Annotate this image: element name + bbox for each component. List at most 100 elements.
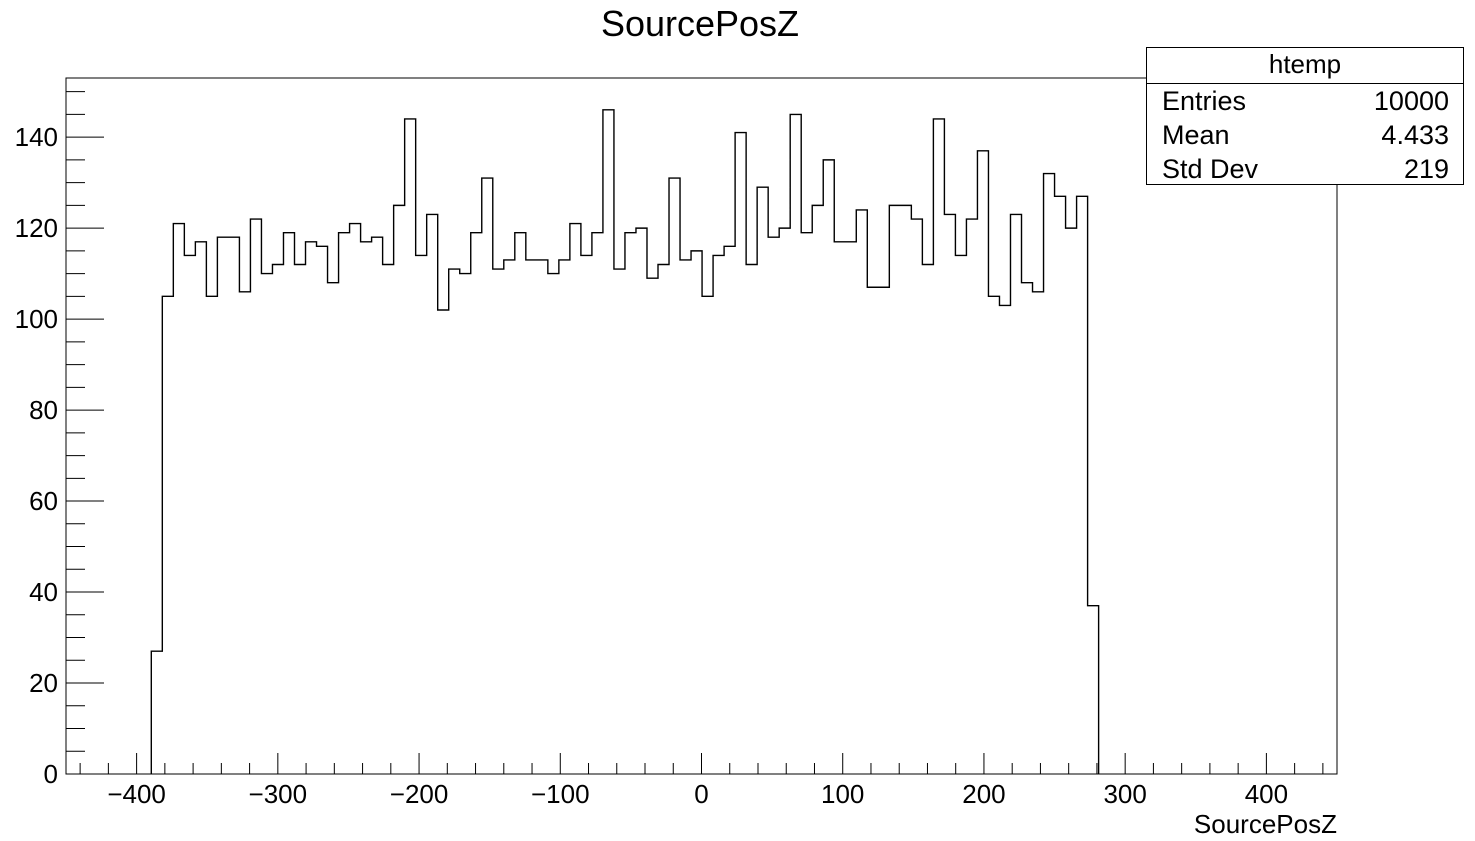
histogram-bin [966, 219, 977, 774]
stats-label: Std Dev [1162, 154, 1259, 184]
histogram-bin [372, 237, 383, 774]
stats-label: Mean [1162, 120, 1230, 150]
histogram-bin [559, 260, 570, 774]
x-tick-label: −200 [390, 779, 449, 809]
histogram-bin [317, 246, 328, 774]
histogram-bin [988, 296, 999, 774]
histogram-bin [460, 274, 471, 774]
stats-value: 219 [1403, 154, 1449, 184]
histogram-bin [206, 296, 217, 774]
histogram-bin [184, 255, 195, 774]
stats-row-entries: Entries 10000 [1162, 84, 1449, 118]
histogram-bin [779, 228, 790, 774]
histogram-bin [482, 178, 493, 774]
x-tick-label: 400 [1245, 779, 1288, 809]
histogram-bin [504, 260, 515, 774]
histogram-bin [471, 233, 482, 774]
histogram-bin [526, 260, 537, 774]
histogram-bin [228, 237, 239, 774]
histogram-bin [306, 242, 317, 774]
histogram-bin [999, 305, 1010, 774]
histogram-bin [394, 205, 405, 774]
histogram-bin [173, 224, 184, 774]
histogram-bin [1022, 283, 1033, 774]
histogram-bin [757, 187, 768, 774]
histogram-bin [867, 287, 878, 774]
stats-row-stddev: Std Dev 219 [1162, 152, 1449, 186]
histogram-bin [350, 224, 361, 774]
y-tick-label: 140 [15, 122, 58, 152]
histogram-bin [801, 233, 812, 774]
histogram-bin [195, 242, 206, 774]
histogram-bin [922, 265, 933, 774]
histogram-bin [1077, 196, 1088, 774]
histogram-bin [823, 160, 834, 774]
histogram-bin [328, 283, 339, 774]
histogram-bin [746, 265, 757, 774]
y-tick-label: 20 [29, 668, 58, 698]
stats-value: 10000 [1373, 86, 1449, 116]
histogram-bin [1044, 174, 1055, 774]
x-tick-label: 200 [962, 779, 1005, 809]
histogram-bin [250, 219, 261, 774]
histogram-bin [217, 237, 228, 774]
histogram-bin [603, 110, 614, 774]
histogram-bin [515, 233, 526, 774]
histogram-bin [977, 151, 988, 774]
histogram-bin [1033, 292, 1044, 774]
histogram-bin [625, 233, 636, 774]
histogram-bin [537, 260, 548, 774]
chart-title: SourcePosZ [601, 3, 799, 44]
y-tick-label: 80 [29, 395, 58, 425]
x-tick-label: 300 [1103, 779, 1146, 809]
histogram-bin [834, 242, 845, 774]
stats-box: htemp Entries 10000 Mean 4.433 Std Dev 2… [1146, 47, 1464, 185]
histogram-bin [636, 228, 647, 774]
histogram-bin [272, 265, 283, 774]
histogram-bin [955, 255, 966, 774]
histogram-bin [812, 205, 823, 774]
histogram-bin [614, 269, 625, 774]
y-tick-label: 0 [44, 759, 58, 789]
histogram-bin [261, 274, 272, 774]
stats-row-mean: Mean 4.433 [1162, 118, 1449, 152]
histogram-bin [878, 287, 889, 774]
histogram-series [150, 109, 1100, 774]
stats-title: htemp [1147, 48, 1463, 84]
histogram-bin [1010, 214, 1021, 774]
histogram-bin [405, 119, 416, 774]
x-axis-label: SourcePosZ [1194, 809, 1337, 839]
histogram-bin [548, 274, 559, 774]
stats-label: Entries [1162, 86, 1247, 116]
histogram-bin [713, 255, 724, 774]
histogram-bin [768, 237, 779, 774]
histogram-bin [911, 219, 922, 774]
histogram-bin [691, 251, 702, 774]
x-tick-label: −100 [531, 779, 590, 809]
histogram-bin [283, 233, 294, 774]
y-tick-label: 120 [15, 213, 58, 243]
x-tick-label: 0 [694, 779, 708, 809]
histogram-bin [427, 214, 438, 774]
histogram-bin [669, 178, 680, 774]
histogram-bins [151, 110, 1098, 774]
x-tick-label: −300 [249, 779, 308, 809]
histogram-bin [900, 205, 911, 774]
histogram-bin [933, 119, 944, 774]
histogram-bin [1066, 228, 1077, 774]
y-axis: 0 20 40 60 80 100 120 140 [15, 91, 104, 789]
histogram-bin [449, 269, 460, 774]
y-tick-label: 100 [15, 304, 58, 334]
histogram-bin [592, 233, 603, 774]
histogram-bin [361, 242, 372, 774]
x-tick-label: −400 [107, 779, 166, 809]
y-tick-label: 40 [29, 577, 58, 607]
histogram-bin [856, 210, 867, 774]
histogram-bin [647, 278, 658, 774]
histogram-bin [239, 292, 250, 774]
histogram-bin [581, 255, 592, 774]
histogram-bin [438, 310, 449, 774]
stats-value: 4.433 [1381, 120, 1449, 150]
histogram-bin [383, 265, 394, 774]
